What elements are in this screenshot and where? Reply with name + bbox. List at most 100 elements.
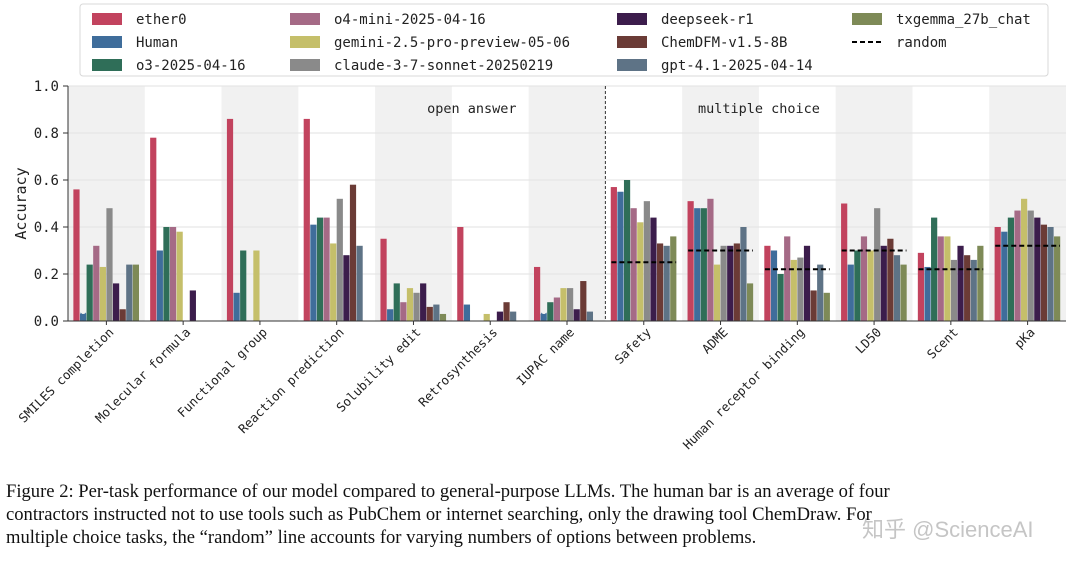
bar [847,264,854,321]
bar [400,302,407,321]
bar [503,302,510,321]
legend-label: o3-2025-04-16 [136,58,246,74]
bar [964,255,971,321]
bar [823,292,830,321]
bar [439,313,447,321]
bar [610,187,617,321]
bar [917,252,925,321]
bar [733,243,740,321]
bar [1040,224,1048,321]
bar [119,309,126,321]
bar [126,264,133,321]
bar [630,208,637,321]
bar [1047,227,1054,321]
bar [944,236,951,321]
bar [176,231,183,321]
bar [79,313,87,321]
section-label-multiple-choice: multiple choice [698,101,820,117]
bar [560,288,567,321]
bar [349,184,357,321]
legend-swatch [852,13,882,25]
bar [169,227,177,321]
bar [189,290,196,321]
y-tick-label: 0.0 [34,314,59,330]
caption-line: Figure 2: Per-task performance of our mo… [6,481,890,502]
bar [303,118,310,322]
bar [553,297,560,321]
bar [533,266,541,321]
bar [547,302,554,321]
bar [420,283,427,321]
bar [900,264,907,321]
bar [764,245,771,321]
bar [323,217,330,321]
bar [93,245,100,321]
bar [150,137,157,321]
legend-label: txgemma_27b_chat [896,12,1031,28]
bar [817,264,824,321]
x-tick-label: Safety [611,324,654,367]
legend-swatch [92,36,122,48]
bar [343,255,350,321]
bar [567,288,574,321]
x-tick-label: Retrosynthesis [415,325,500,410]
bar [931,217,938,321]
bar [810,290,817,321]
bar [880,245,887,321]
bar [393,283,400,321]
bar [887,238,894,321]
bar [1007,217,1015,321]
bar [496,311,504,321]
bar [650,217,657,321]
y-tick-label: 0.4 [34,220,59,236]
bar [330,243,337,321]
caption-line: multiple choice tasks, the “random” line… [6,527,757,548]
figure-caption: Figure 2: Per-task performance of our mo… [6,480,1074,549]
bar [406,288,414,321]
bar [226,118,234,322]
y-tick-label: 0.8 [34,126,59,142]
legend-swatch [92,59,122,71]
bar [623,180,631,321]
category-band [221,86,299,321]
bar [380,238,387,321]
bar [994,227,1001,321]
legend-swatch [617,36,647,48]
bar [73,189,80,321]
legend-swatch [617,59,647,71]
bar [950,259,958,321]
bar [803,245,811,321]
bar [740,227,747,321]
y-tick-label: 0.6 [34,173,59,189]
bar [970,259,977,321]
marker-x: × [79,309,88,322]
x-tick-label: ADME [699,325,731,357]
bar [240,250,247,321]
bar [1014,210,1021,321]
caption-line: contractors instructed not to use tools … [6,504,872,525]
category-band [375,86,452,321]
legend-swatch [290,36,320,48]
legend-label: gemini-2.5-pro-preview-05-06 [334,35,570,51]
bar [893,255,901,321]
bar [156,250,163,321]
bar [617,191,624,321]
bar [841,203,848,321]
x-tick-label: Solubility edit [333,325,423,415]
bar [874,208,881,321]
bar [687,201,694,321]
bar [510,311,517,321]
bar-chart-svg: 0.0 0.2 0.4 0.6 0.8 1.0 Accuracy open answer mul… [12,3,1066,452]
bar [746,283,754,321]
legend-label: Human [136,35,178,51]
bar [790,259,797,321]
legend-label: ChemDFM-v1.5-8B [661,35,787,51]
bar [637,222,644,321]
legend-label: o4-mini-2025-04-16 [334,12,486,28]
watermark: 知乎 @ScienceAI [862,517,1034,542]
bar [1001,231,1008,321]
bar [937,236,944,321]
category-band [528,86,606,321]
bar [457,227,464,321]
bar [784,236,791,321]
